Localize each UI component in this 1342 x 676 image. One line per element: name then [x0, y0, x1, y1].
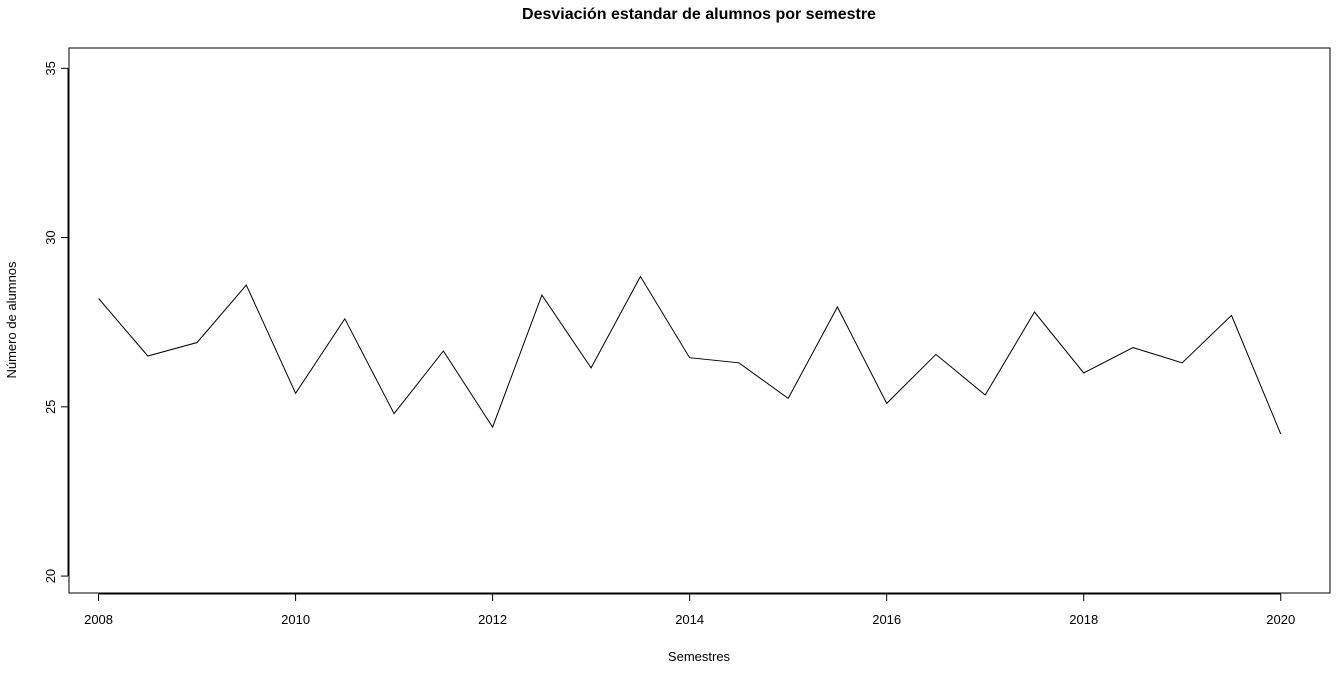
- series-line: [98, 275, 1282, 435]
- y-tick-label: 30: [43, 230, 58, 244]
- series-layer: [98, 275, 1282, 435]
- y-tick-label: 25: [43, 400, 58, 414]
- x-axis: 2008 2010 2012 2014 2016 2018 2020: [84, 593, 1295, 627]
- y-tick-label: 35: [43, 61, 58, 75]
- x-tick-label: 2012: [478, 612, 507, 627]
- x-axis-label: Semestres: [668, 649, 731, 664]
- plot-area-border: [68, 47, 1331, 594]
- y-axis: 20 25 30 35: [43, 61, 69, 583]
- x-tick-label: 2018: [1069, 612, 1098, 627]
- x-tick-label: 2008: [84, 612, 113, 627]
- x-tick-label: 2016: [872, 612, 901, 627]
- y-axis-label: Número de alumnos: [4, 261, 19, 379]
- x-tick-label: 2010: [281, 612, 310, 627]
- chart-title: Desviación estandar de alumnos por semes…: [522, 6, 876, 23]
- x-tick-label: 2020: [1266, 612, 1295, 627]
- y-tick-label: 20: [43, 569, 58, 583]
- x-tick-label: 2014: [675, 612, 704, 627]
